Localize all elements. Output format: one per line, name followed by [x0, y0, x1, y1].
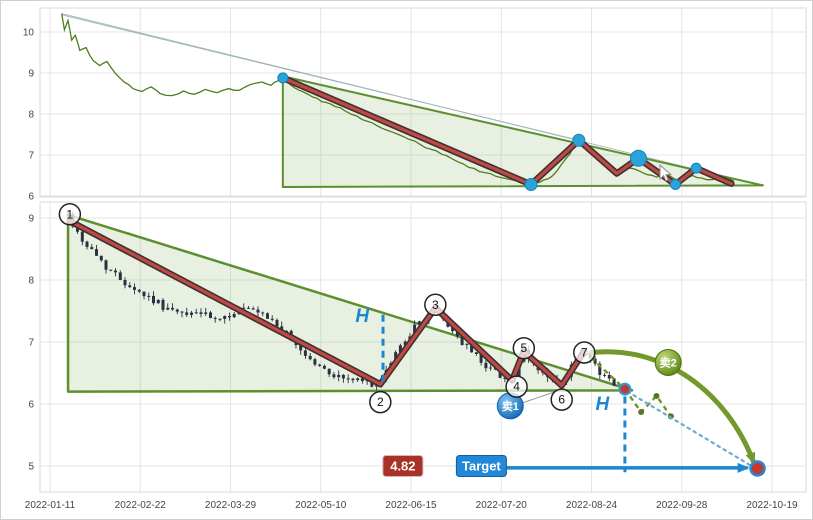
wave-number-marker: 6 — [550, 388, 573, 411]
height-measure-label: H — [595, 394, 610, 415]
wave-number-marker: 3 — [424, 293, 447, 317]
y-tick-label-top: 7 — [28, 151, 34, 162]
projection-dot — [638, 409, 645, 416]
x-tick-label: 2022-07-20 — [476, 500, 528, 511]
x-tick-label: 2022-01-11 — [25, 500, 76, 511]
y-tick-label-bottom: 7 — [28, 338, 34, 349]
pivot-dot — [629, 149, 647, 167]
y-tick-label-bottom: 6 — [28, 400, 34, 411]
wave-number-label: 3 — [432, 298, 439, 312]
wave-number-label: 1 — [67, 207, 74, 221]
detail-panel: H H 4.82 Target 卖1 卖2 1 2 3 4 5 6 7 — [58, 203, 766, 477]
y-tick-label-top: 8 — [28, 110, 34, 121]
projection-curve-arrow — [589, 349, 757, 466]
x-tick-label: 2022-06-15 — [385, 500, 437, 511]
pivot-dot — [572, 133, 586, 147]
descending-triangle-bottom — [66, 213, 634, 393]
breakout-marker — [618, 382, 632, 396]
y-tick-label-bottom: 9 — [28, 214, 34, 225]
height-measure-label: H — [355, 306, 370, 327]
y-tick-label-top: 10 — [23, 28, 35, 39]
wave-number-label: 6 — [558, 393, 565, 407]
target-box-label: Target — [462, 459, 501, 474]
pivot-dot — [524, 178, 538, 192]
x-tick-label: 2022-02-22 — [115, 500, 167, 511]
target-price-box — [382, 455, 424, 477]
target-marker — [749, 460, 766, 477]
bottom-panel-frame — [39, 201, 807, 493]
sell-signal-badge-2 — [654, 348, 682, 376]
projection-dot — [653, 392, 660, 399]
pivot-dot — [669, 179, 681, 191]
target-box — [455, 455, 507, 477]
projection-dotted-line — [626, 390, 758, 471]
sell-badge-pointer — [522, 389, 560, 404]
y-tick-label-top: 6 — [28, 192, 34, 203]
overview-panel — [61, 13, 764, 192]
x-tick-label: 2022-03-29 — [205, 500, 257, 511]
wave-number-label: 7 — [581, 346, 588, 360]
top-panel-frame — [39, 7, 807, 198]
wave-number-label: 5 — [520, 341, 527, 355]
wave-number-label: 4 — [513, 380, 520, 394]
pivot-dot — [277, 72, 289, 84]
x-tick-label: 2022-05-10 — [295, 500, 347, 511]
trend-wedge-line — [61, 14, 579, 141]
wave-number-marker: 5 — [512, 336, 536, 360]
x-tick-label: 2022-10-19 — [746, 500, 798, 511]
target-price-box-label: 4.82 — [390, 459, 415, 474]
y-tick-label-top: 9 — [28, 69, 34, 80]
pivot-dot — [690, 162, 702, 174]
wave-number-marker: 1 — [58, 203, 82, 226]
wave-number-label: 2 — [377, 395, 384, 409]
wave-number-marker: 2 — [369, 390, 392, 414]
cursor-arrow-icon — [659, 163, 673, 182]
y-tick-label-bottom: 8 — [28, 276, 34, 287]
x-tick-label: 2022-09-28 — [656, 500, 708, 511]
sell-signal-label-1: 卖1 — [502, 399, 519, 413]
x-tick-label: 2022-08-24 — [566, 500, 618, 511]
y-tick-label-bottom: 5 — [28, 462, 34, 473]
wave-number-marker: 7 — [573, 341, 596, 364]
wave-number-marker: 4 — [505, 375, 528, 398]
sell-signal-label-2: 卖2 — [660, 355, 677, 369]
axis-labels: 10 9 8 7 6 9 8 7 6 5 2022-01-11 2022-02-22 2022-03-2… — [23, 28, 798, 512]
